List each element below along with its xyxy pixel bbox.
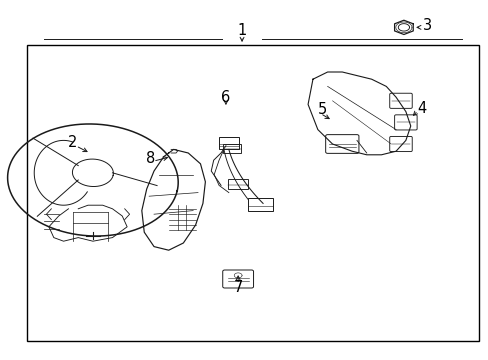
Bar xyxy=(248,198,272,211)
Bar xyxy=(219,137,238,149)
Text: 6: 6 xyxy=(221,90,230,105)
Bar xyxy=(27,45,478,341)
Text: 4: 4 xyxy=(416,100,425,116)
Text: 7: 7 xyxy=(233,280,243,296)
Bar xyxy=(228,179,247,189)
Text: 8: 8 xyxy=(146,151,155,166)
Text: 5: 5 xyxy=(318,102,326,117)
Text: 1: 1 xyxy=(237,23,246,38)
Bar xyxy=(223,144,240,153)
Text: 3: 3 xyxy=(423,18,431,33)
Text: 2: 2 xyxy=(67,135,77,150)
